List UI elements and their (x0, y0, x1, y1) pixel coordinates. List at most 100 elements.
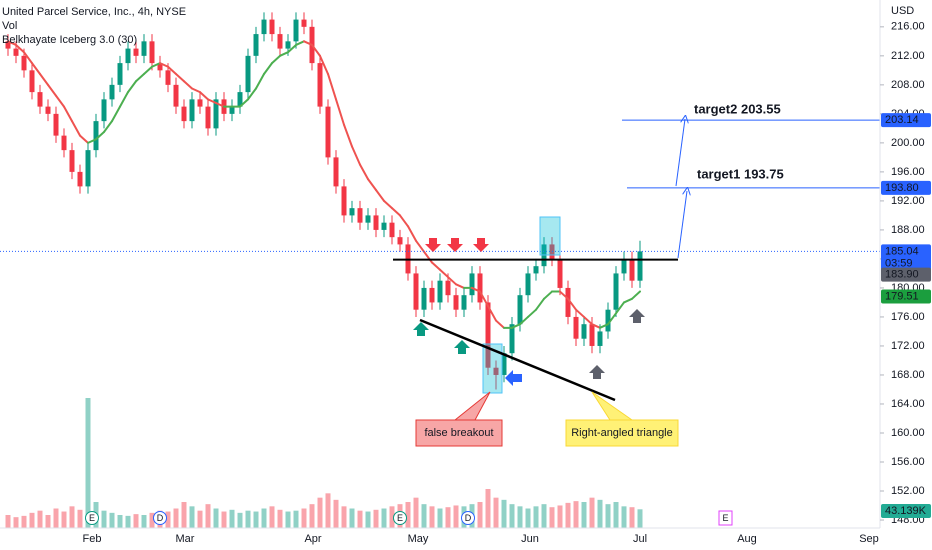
volume-bar (69, 506, 75, 528)
indicator-line (247, 87, 257, 101)
candle-body (357, 208, 363, 223)
drawings: target2 203.55 target1 193.75 false brea… (413, 101, 784, 447)
price-tag-bg (881, 244, 931, 271)
y-tick-label: 172.00 (891, 340, 925, 352)
indicator-line (183, 80, 193, 90)
x-tick-label: Sep (859, 533, 879, 545)
candle-body (317, 63, 323, 107)
candle-body (125, 48, 131, 64)
indicator-line (167, 65, 177, 75)
indicator-line (271, 54, 281, 65)
event-icon (461, 511, 475, 525)
indicator-line (335, 98, 345, 126)
volume-bar (629, 507, 635, 528)
indicator-line (607, 312, 617, 326)
candle-body (117, 63, 123, 85)
level-tag-bg (881, 180, 931, 195)
indicator-line (367, 178, 377, 192)
indicator-line (207, 98, 217, 104)
event-icon (718, 510, 733, 526)
x-tick-label: May (408, 533, 429, 545)
candle-body (301, 19, 307, 27)
up-arrow (589, 365, 605, 379)
price-tag: 185.04 (885, 245, 919, 257)
y-tick-label: 160.00 (891, 427, 925, 439)
volume-bar (493, 497, 499, 528)
indicator-line (391, 207, 401, 217)
x-tick-label: Jul (633, 533, 647, 545)
candle-body (333, 157, 339, 187)
currency: USD (891, 5, 914, 17)
indicator-line (295, 40, 305, 46)
level-tag: 203.14 (885, 114, 919, 126)
volume-tag-bg (881, 504, 931, 518)
indicator-line (7, 40, 17, 46)
y-tick-label: 168.00 (891, 369, 925, 381)
y-tick-label: 208.00 (891, 79, 925, 91)
volume-bar (389, 506, 395, 528)
candle-body (349, 208, 355, 216)
price-axis: USD 148.00152.00156.00160.00164.00168.00… (879, 0, 932, 550)
indicator-tag: 179.51 (885, 290, 919, 302)
candle-body (213, 99, 219, 129)
annotation: target1 193.75 (697, 166, 784, 181)
down-arrow (447, 238, 463, 252)
candle-body (285, 41, 291, 49)
indicator-line (423, 250, 433, 264)
volume-bar (277, 509, 283, 528)
x-tick-label: Jun (521, 533, 539, 545)
indicator-line (199, 91, 209, 101)
volume-bar (605, 504, 611, 528)
volume-bar (45, 515, 51, 528)
candle-body (557, 258, 563, 288)
event-label: D (465, 513, 472, 523)
volume-bar (373, 509, 379, 528)
indicator-line (431, 261, 441, 271)
candle-body (277, 34, 283, 49)
volume-bar (253, 511, 259, 528)
indicator-line (135, 72, 145, 83)
volume-bar (445, 507, 451, 528)
indicator-line (383, 199, 393, 210)
indicator-line (23, 51, 33, 65)
down-arrow (473, 238, 489, 252)
indicator-line (279, 51, 289, 57)
indicator-line (215, 101, 225, 108)
indicator-tag-bg (881, 289, 931, 304)
indicator-line (631, 290, 641, 300)
volume-bar (53, 508, 59, 528)
support-line (419, 318, 616, 402)
candle-body (597, 331, 603, 346)
volume-bar (285, 511, 291, 528)
candle-body (197, 99, 203, 107)
volume-bar (613, 502, 619, 528)
volume-bar (333, 499, 339, 528)
event-icon (393, 511, 407, 525)
volume-bar (261, 508, 267, 528)
annotation: target2 203.55 (694, 101, 781, 116)
candle-body (13, 48, 19, 56)
volume-bar (533, 506, 539, 528)
y-tick-label: 156.00 (891, 456, 925, 468)
candle-body (109, 84, 115, 100)
candle-body (509, 324, 515, 354)
candle-body (165, 70, 171, 85)
candle-body (429, 287, 435, 303)
candle-body (461, 295, 467, 310)
volume-bar (85, 398, 91, 528)
callout-box (565, 391, 679, 447)
indicator-line (103, 120, 113, 133)
volume-bar (413, 497, 419, 528)
candle-body (485, 302, 491, 368)
candle-body (53, 113, 59, 136)
candle-body (493, 367, 499, 375)
candle-body (237, 92, 243, 107)
indicator-line (623, 297, 633, 304)
volume-bar (573, 501, 579, 528)
candle-body (365, 215, 371, 223)
volume-bar (101, 510, 107, 528)
x-tick-label: Apr (304, 533, 321, 545)
volume-bar (453, 505, 459, 528)
